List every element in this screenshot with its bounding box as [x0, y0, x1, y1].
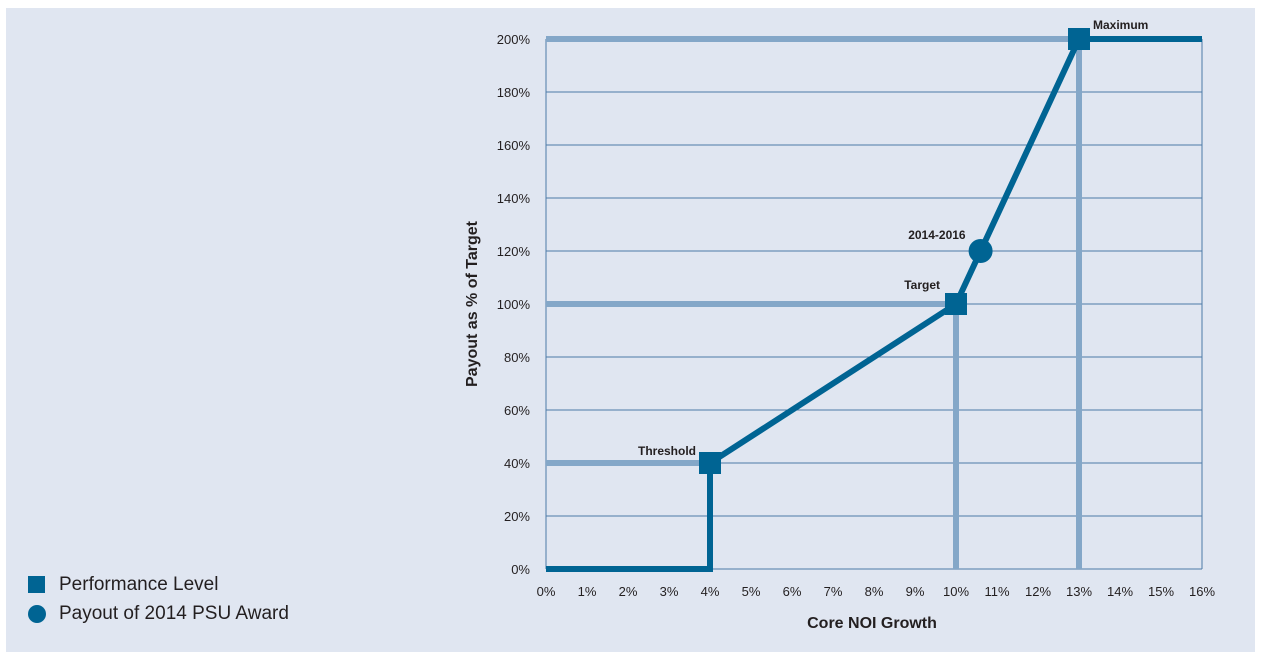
performance-level-marker: [699, 452, 721, 474]
x-tick-labels: 0% 1% 2% 3% 4% 5% 6% 7% 8% 9% 10% 11% 12% 13% 14% 15% 16…: [537, 584, 1216, 599]
y-tick-label: 0%: [511, 562, 530, 577]
y-tick-label: 120%: [497, 244, 531, 259]
y-tick-labels: 0% 20% 40% 60% 80% 100% 120% 140% 160% 180% 200%: [497, 32, 531, 577]
y-tick-label: 200%: [497, 32, 531, 47]
x-tick-label: 14%: [1107, 584, 1133, 599]
payout-curve-line: [546, 36, 1202, 572]
annotation-label: Threshold: [638, 444, 696, 458]
y-tick-label: 140%: [497, 191, 531, 206]
x-tick-label: 6%: [783, 584, 802, 599]
y-axis-label: Payout as % of Target: [464, 220, 481, 387]
markers: [699, 28, 1090, 474]
annotation-label: Target: [904, 278, 940, 292]
legend-item-psu-payout: Payout of 2014 PSU Award: [28, 599, 289, 628]
x-tick-label: 13%: [1066, 584, 1092, 599]
x-axis-label: Core NOI Growth: [807, 615, 937, 632]
x-tick-label: 12%: [1025, 584, 1051, 599]
y-tick-label: 180%: [497, 85, 531, 100]
payout-curve: [546, 36, 1202, 572]
x-tick-label: 0%: [537, 584, 556, 599]
x-tick-label: 8%: [865, 584, 884, 599]
x-tick-label: 7%: [824, 584, 843, 599]
y-tick-label: 60%: [504, 403, 530, 418]
y-tick-label: 160%: [497, 138, 531, 153]
performance-level-marker: [945, 293, 967, 315]
award-payout-marker: [968, 239, 993, 263]
circle-marker-icon: [28, 604, 46, 623]
x-tick-label: 15%: [1148, 584, 1174, 599]
legend: Performance Level Payout of 2014 PSU Awa…: [28, 570, 289, 628]
performance-level-marker: [1068, 28, 1090, 50]
x-tick-label: 5%: [742, 584, 761, 599]
x-tick-label: 4%: [701, 584, 720, 599]
x-tick-label: 2%: [619, 584, 638, 599]
x-tick-label: 1%: [578, 584, 597, 599]
x-tick-label: 16%: [1189, 584, 1215, 599]
annotations: Threshold Target Maximum 2014-2016: [638, 18, 1148, 458]
x-tick-label: 9%: [906, 584, 925, 599]
x-tick-label: 3%: [660, 584, 679, 599]
x-tick-label: 10%: [943, 584, 969, 599]
annotation-label: Maximum: [1093, 18, 1148, 32]
legend-label-psu-payout: Payout of 2014 PSU Award: [59, 602, 289, 624]
annotation-label: 2014-2016: [908, 228, 966, 242]
y-tick-label: 80%: [504, 350, 530, 365]
y-tick-label: 100%: [497, 297, 531, 312]
y-tick-label: 20%: [504, 509, 530, 524]
square-marker-icon: [28, 576, 45, 593]
legend-label-performance-level: Performance Level: [59, 573, 219, 595]
y-tick-label: 40%: [504, 456, 530, 471]
legend-item-performance-level: Performance Level: [28, 570, 289, 599]
x-tick-label: 11%: [984, 584, 1009, 599]
